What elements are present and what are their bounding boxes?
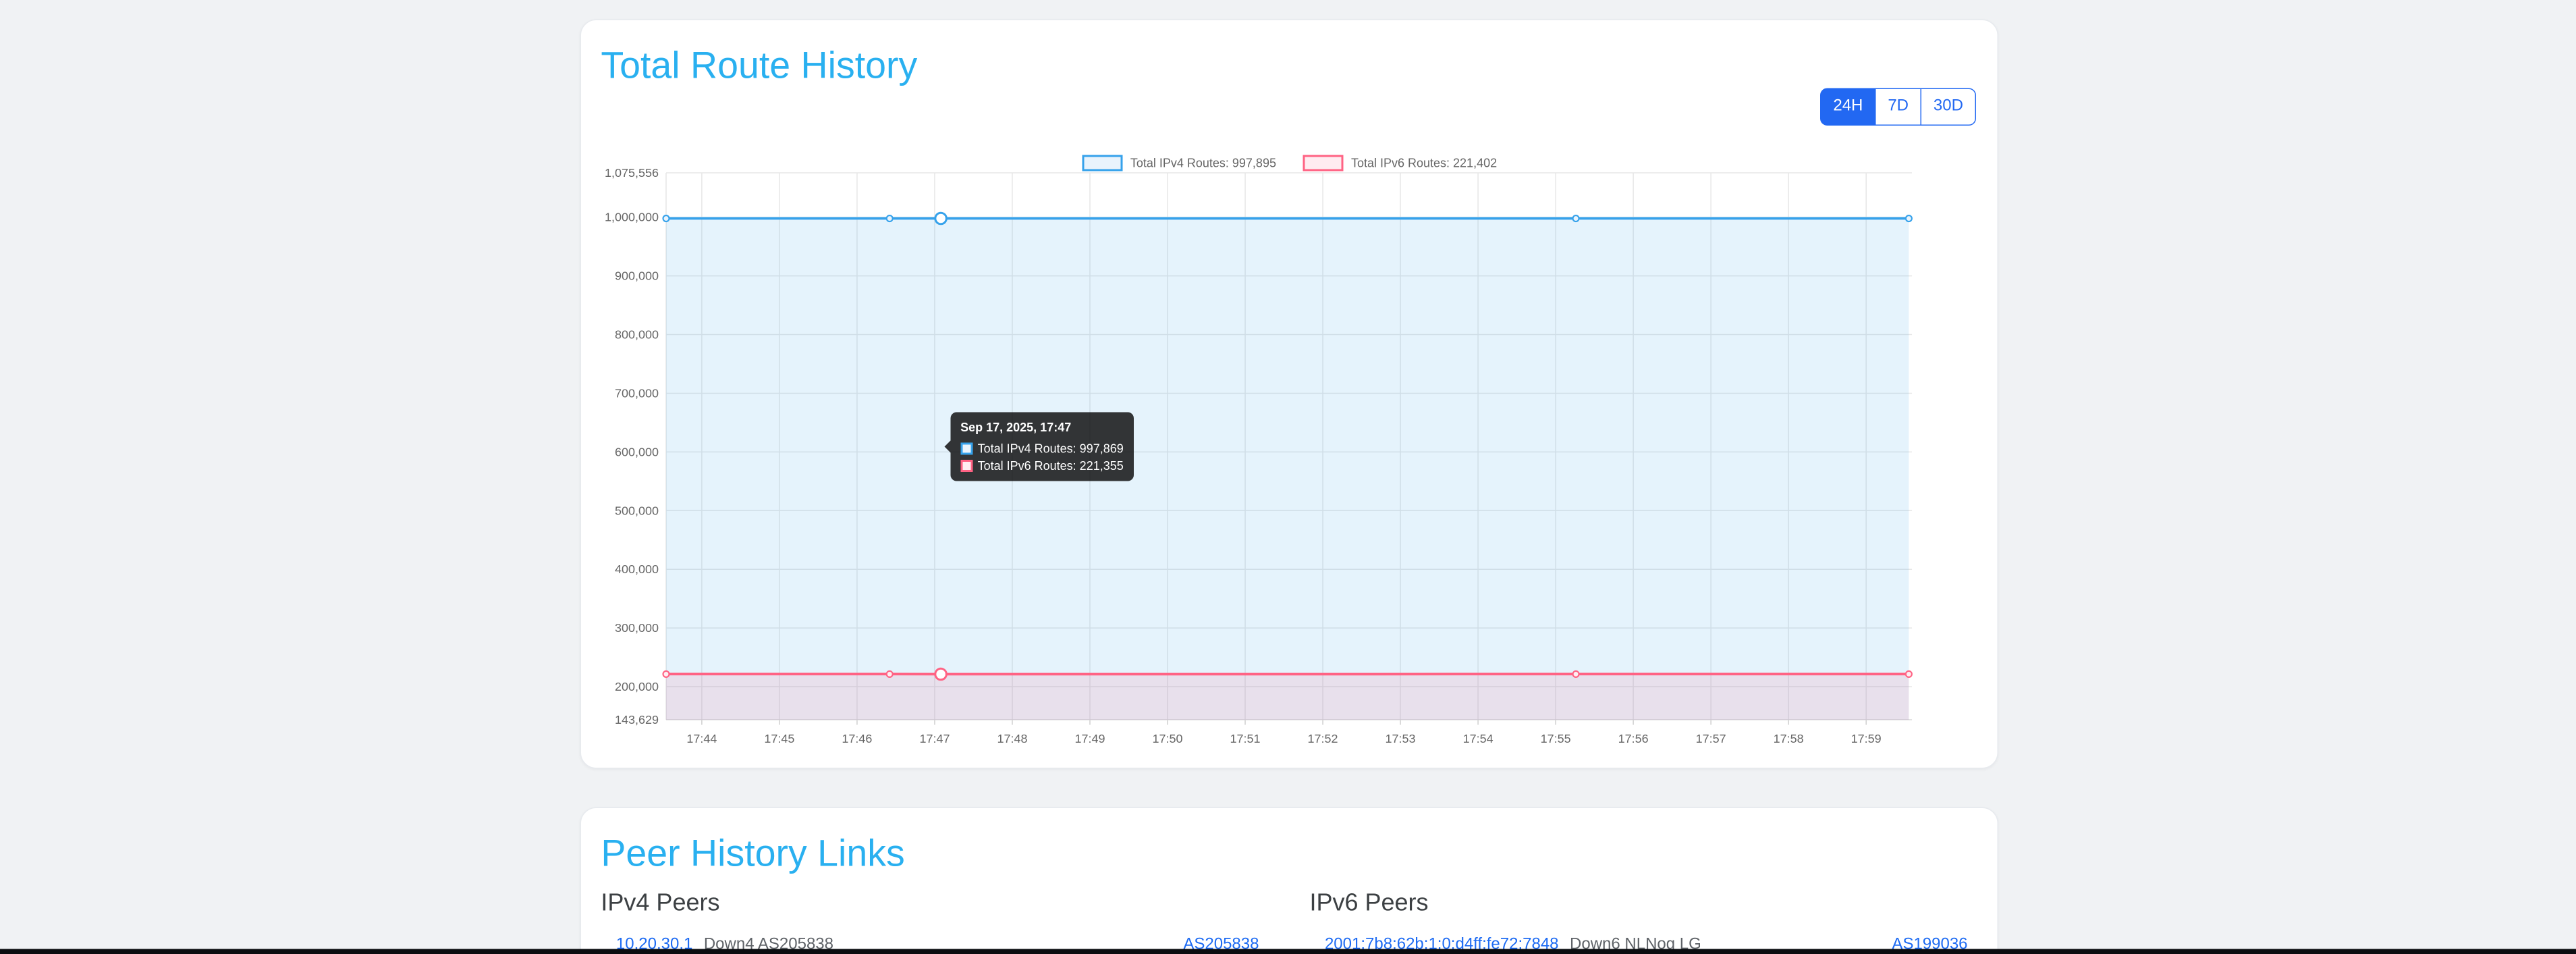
range-button-30d[interactable]: 30D <box>1920 88 1977 126</box>
y-axis-label: 400,000 <box>615 563 659 577</box>
route-history-title: Total Route History <box>601 45 918 86</box>
y-axis-label: 500,000 <box>615 504 659 518</box>
x-axis-label: 17:57 <box>1696 733 1726 746</box>
data-point[interactable] <box>662 215 670 223</box>
x-axis-label: 17:45 <box>765 733 795 746</box>
x-axis-label: 17:47 <box>920 733 950 746</box>
bottom-screen-edge <box>0 949 2576 954</box>
x-axis-label: 17:44 <box>687 733 717 746</box>
x-axis-label: 17:50 <box>1153 733 1183 746</box>
y-axis-label: 900,000 <box>615 269 659 283</box>
x-axis-label: 17:59 <box>1851 733 1882 746</box>
route-history-card: Total Route History 24H 7D 30D Total IPv… <box>580 19 1998 768</box>
route-history-chart[interactable]: 1,075,556 1,000,000 900,000 800,000 700,000 6… <box>581 20 1997 767</box>
y-axis-label: 1,000,000 <box>605 211 659 224</box>
data-point[interactable] <box>1572 215 1581 223</box>
legend-color-box <box>1302 155 1343 171</box>
x-axis-label: 17:48 <box>997 733 1028 746</box>
legend-item[interactable]: Total IPv4 Routes: 997,895 <box>1081 155 1276 171</box>
legend-item[interactable]: Total IPv6 Routes: 221,402 <box>1302 155 1498 171</box>
y-axis-label: 1,075,556 <box>605 166 659 180</box>
y-axis-label: 600,000 <box>615 446 659 459</box>
series-area <box>666 674 1909 720</box>
x-axis-label: 17:55 <box>1541 733 1571 746</box>
peer-links-title: Peer History Links <box>601 832 905 874</box>
y-axis-label: 700,000 <box>615 387 659 400</box>
x-axis-label: 17:58 <box>1774 733 1804 746</box>
peer-column: IPv4 Peers 10.20.30.1 Down4 AS205838 AS2058… <box>601 889 1269 954</box>
data-point[interactable] <box>662 670 670 679</box>
data-point[interactable] <box>886 215 894 223</box>
chart-legend: Total IPv4 Routes: 997,895 Total IPv6 Rou… <box>581 155 1997 171</box>
legend-label: Total IPv6 Routes: 221,402 <box>1350 156 1498 171</box>
time-range-selector: 24H 7D 30D <box>1819 88 1977 126</box>
data-point[interactable] <box>1905 670 1913 679</box>
legend-label: Total IPv4 Routes: 997,895 <box>1130 156 1276 171</box>
legend-color-box <box>1081 155 1122 171</box>
data-point[interactable] <box>886 670 894 679</box>
y-axis-label: 143,629 <box>615 713 659 726</box>
data-point[interactable] <box>1905 215 1913 223</box>
x-axis-label: 17:49 <box>1075 733 1105 746</box>
series-area <box>666 218 1909 720</box>
y-axis-label: 800,000 <box>615 328 659 342</box>
y-axis-label: 200,000 <box>615 680 659 693</box>
y-axis-label: 300,000 <box>615 622 659 635</box>
x-axis-label: 17:53 <box>1386 733 1416 746</box>
peer-links-card: Peer History Links IPv4 Peers 10.20.30.1 D… <box>580 807 1998 954</box>
peer-columns: IPv4 Peers 10.20.30.1 Down4 AS205838 AS2058… <box>601 889 1977 954</box>
data-point-highlighted[interactable] <box>934 668 948 681</box>
data-point-highlighted[interactable] <box>934 212 948 226</box>
x-axis-label: 17:51 <box>1230 733 1261 746</box>
peer-column-heading: IPv4 Peers <box>601 889 720 917</box>
peer-column: IPv6 Peers 2001:7b8:62b:1:0:d4ff:fe72:784… <box>1309 889 1977 954</box>
x-axis-label: 17:56 <box>1618 733 1649 746</box>
x-axis-label: 17:52 <box>1308 733 1338 746</box>
x-axis-label: 17:46 <box>842 733 873 746</box>
range-button-24h[interactable]: 24H <box>1819 88 1876 126</box>
data-point[interactable] <box>1572 670 1581 679</box>
x-axis-label: 17:54 <box>1463 733 1493 746</box>
peer-column-heading: IPv6 Peers <box>1309 889 1429 917</box>
